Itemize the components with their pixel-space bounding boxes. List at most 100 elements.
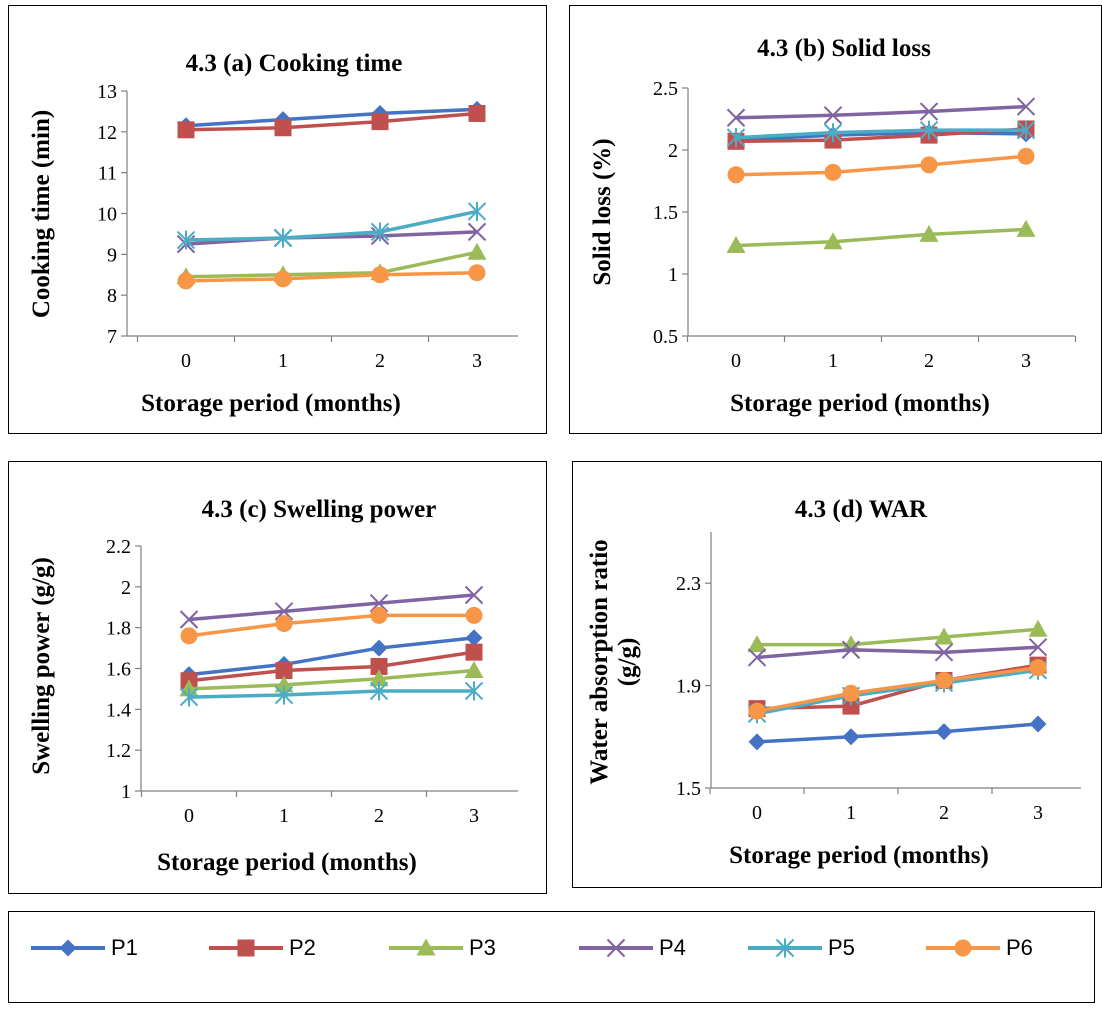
x-tick-label: 3	[469, 805, 479, 827]
y-tick-label: 1	[668, 264, 678, 286]
chart-panel-cooking-time: 4.3 (a) Cooking time 7 8 9 10 11 12 13 0 1 2 3 Stora…	[8, 5, 547, 434]
swelling-power-chart: 4.3 (c) Swelling power 1 1.2 1.4 1.6 1.8 2 2.2 0…	[28, 496, 518, 876]
series-p3	[747, 619, 1048, 653]
data-point-p4	[274, 602, 294, 621]
data-point-p3	[934, 627, 954, 645]
data-point-p1	[370, 639, 388, 657]
y-tick-label: 2.5	[653, 78, 678, 100]
x-tick-label: 1	[278, 350, 288, 372]
legend-marker-p2	[237, 939, 255, 957]
chart-panel-solid-loss: 4.3 (b) Solid loss 0.5 1 1.5 2 2.5 0 1 2 3 Storage…	[569, 5, 1102, 434]
x-tick-label: 2	[374, 805, 384, 827]
y-tick-label: 1.8	[106, 618, 131, 640]
data-point-p5	[823, 123, 843, 143]
data-point-p2	[370, 657, 388, 675]
data-point-p4	[179, 610, 199, 629]
data-point-p5	[274, 685, 294, 705]
series-line-p6	[735, 154, 1027, 177]
data-point-p6	[370, 606, 388, 624]
legend-label: P6	[1006, 935, 1033, 960]
x-tick-label: 1	[828, 350, 838, 372]
series-line-p2	[188, 650, 475, 683]
chart-panel-war: 4.3 (d) WAR 1.5 1.9 2.3 0 1 2 3 Storage period (…	[572, 461, 1102, 888]
y-tick-label: 2	[668, 140, 678, 162]
legend-label: P4	[659, 935, 686, 960]
data-point-p4	[823, 106, 843, 125]
legend-marker-p1	[59, 939, 77, 957]
data-point-p6	[371, 266, 389, 284]
series-p6	[180, 606, 483, 645]
data-point-p6	[748, 702, 766, 720]
y-tick-label: 2.3	[676, 573, 701, 595]
data-point-p3	[1028, 619, 1048, 637]
series-p3	[726, 219, 1036, 253]
legend-item-p1: P1	[29, 934, 138, 962]
data-point-p4	[934, 643, 954, 662]
series-p4	[179, 585, 484, 629]
y-tick-label: 1.6	[106, 659, 131, 681]
x-axis-label: Storage period (months)	[157, 849, 417, 876]
legend-swatch-p2	[209, 939, 283, 957]
chart-legend: P1 P2 P3 P4 P5 P6	[8, 911, 1095, 1003]
data-point-p2	[842, 697, 860, 715]
data-point-p5	[1016, 120, 1036, 140]
legend-marker-p3	[416, 938, 436, 956]
data-point-p1	[465, 629, 483, 647]
y-tick-label: 8	[107, 285, 117, 307]
y-axis-label: Water absorption ratio(g/g)	[586, 539, 641, 784]
legend-swatch-p6	[926, 939, 1000, 957]
series-line-p6	[185, 270, 478, 283]
data-point-p3	[726, 235, 746, 253]
data-point-p6	[274, 270, 292, 288]
series-p4	[747, 637, 1048, 667]
series-p6	[727, 147, 1035, 184]
y-tick-label: 1	[121, 781, 131, 803]
x-tick-label: 2	[924, 350, 934, 372]
y-tick-label: 1.4	[106, 699, 131, 721]
data-point-p6	[842, 684, 860, 702]
x-tick-label: 2	[939, 802, 949, 824]
series-p4	[726, 97, 1036, 127]
x-axis-label: Storage period (months)	[730, 390, 990, 417]
series-line-p6	[188, 613, 474, 638]
chart-title: 4.3 (d) WAR	[795, 496, 928, 523]
series-line-p2	[735, 127, 1027, 144]
data-point-p6	[1017, 147, 1035, 165]
data-point-p1	[748, 733, 766, 751]
series-p6	[177, 264, 486, 290]
x-tick-label: 1	[846, 802, 856, 824]
data-point-p6	[1029, 659, 1047, 677]
y-tick-label: 10	[97, 204, 117, 226]
data-point-p2	[275, 662, 293, 680]
legend-swatch-p5	[748, 938, 822, 958]
series-line-p3	[185, 250, 478, 279]
y-tick-label: 12	[97, 122, 117, 144]
y-tick-label: 1.5	[653, 202, 678, 224]
chart-panel-swelling-power: 4.3 (c) Swelling power 1 1.2 1.4 1.6 1.8 2 2.2 0…	[8, 461, 547, 894]
legend-item-p2: P2	[207, 934, 316, 962]
data-point-p4	[841, 640, 861, 659]
chart-title: 4.3 (c) Swelling power	[202, 496, 437, 523]
legend-swatch-p4	[579, 938, 653, 958]
data-point-p6	[180, 627, 198, 645]
y-tick-label: 13	[97, 81, 117, 103]
chart-title: 4.3 (a) Cooking time	[186, 50, 403, 77]
legend-item-p5: P5	[746, 934, 855, 962]
x-tick-label: 0	[184, 805, 194, 827]
x-tick-label: 3	[1021, 350, 1031, 372]
y-tick-label: 2.2	[106, 536, 131, 558]
y-tick-label: 1.5	[676, 778, 701, 800]
data-point-p2	[465, 643, 483, 661]
series-line-p1	[756, 722, 1039, 744]
series-line-p6	[756, 665, 1039, 713]
y-tick-label: 1.2	[106, 740, 131, 762]
data-point-p3	[823, 232, 843, 250]
data-point-p6	[727, 166, 745, 184]
y-tick-label: 9	[107, 244, 117, 266]
legend-item-p4: P4	[577, 934, 686, 962]
data-point-p3	[919, 224, 939, 242]
x-axis-label: Storage period (months)	[141, 390, 401, 417]
legend-swatch-p1	[31, 939, 105, 957]
x-tick-label: 3	[472, 350, 482, 372]
x-tick-label: 0	[752, 802, 762, 824]
